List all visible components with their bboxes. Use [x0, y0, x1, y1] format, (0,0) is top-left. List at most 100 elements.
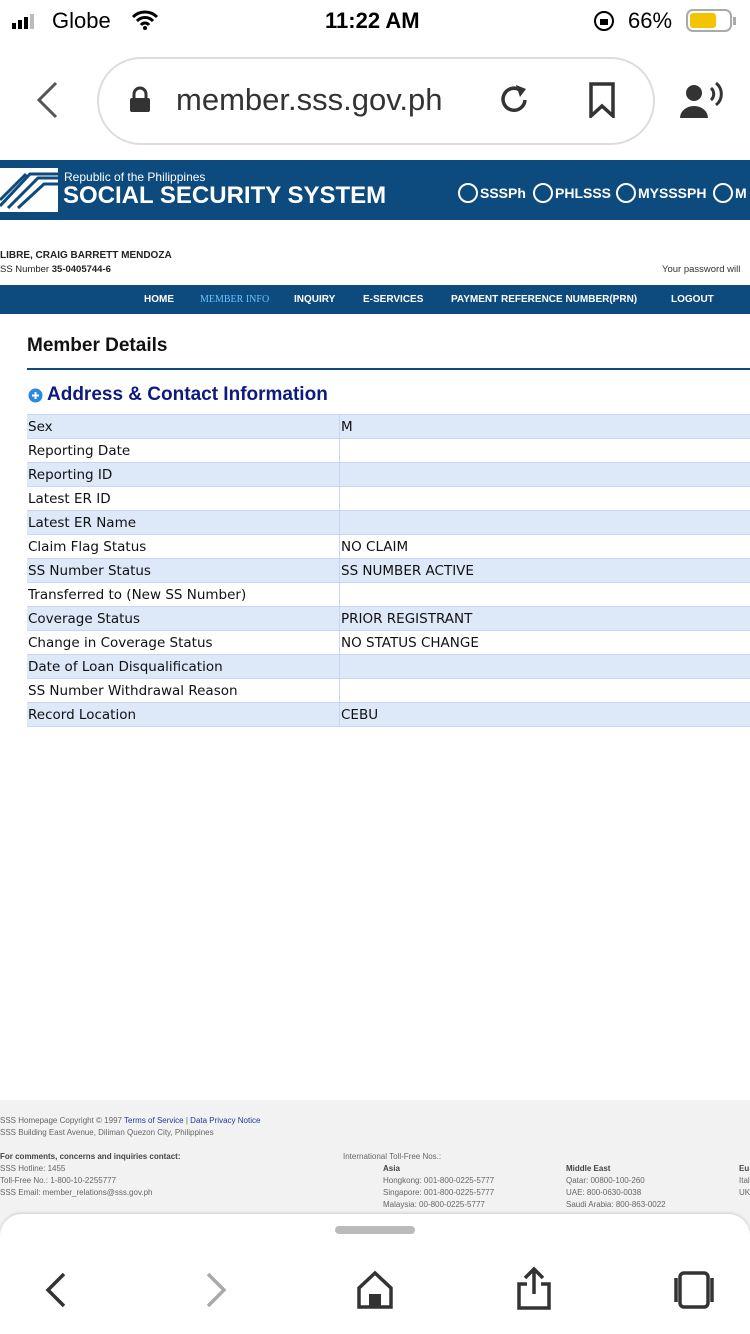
- url-bar[interactable]: [97, 57, 655, 145]
- intl-heading: International Toll-Free Nos.:: [343, 1152, 442, 1161]
- social-link[interactable]: SSSPh: [458, 183, 526, 203]
- social-name: MYSSSPH: [638, 185, 707, 201]
- field-label: Claim Flag Status: [28, 539, 147, 555]
- field-label: Record Location: [28, 707, 137, 723]
- social-name: M: [735, 185, 747, 201]
- social-name: PHLSSS: [555, 185, 612, 201]
- field-label: SS Number Withdrawal Reason: [28, 683, 238, 699]
- nav-item[interactable]: LOGOUT: [671, 294, 714, 305]
- region-line: Saudi Arabia: 800-863-0022: [566, 1200, 666, 1209]
- contact-line: SSS Hotline: 1455: [0, 1164, 66, 1173]
- reader-button[interactable]: [678, 80, 726, 125]
- page-title: Member Details: [27, 335, 168, 356]
- nav-item[interactable]: HOME: [144, 294, 174, 305]
- ss-number-line: SS Number 35-0405744-6: [0, 264, 111, 275]
- region-line: UK: [739, 1188, 750, 1197]
- cell-divider: [339, 559, 340, 583]
- wifi-icon: [130, 8, 160, 37]
- home-button[interactable]: [356, 1270, 394, 1315]
- region-line: Singapore: 001-800-0225-5777: [383, 1188, 495, 1197]
- member-name: LIBRE, CRAIG BARRETT MENDOZA: [0, 250, 172, 261]
- table-row: Change in Coverage Status NO STATUS CHANG…: [27, 631, 750, 655]
- back-button[interactable]: [34, 80, 60, 125]
- table-row: SS Number Status SS NUMBER ACTIVE: [27, 559, 750, 583]
- field-label: Latest ER Name: [28, 515, 137, 531]
- grabber[interactable]: [335, 1226, 415, 1234]
- field-label: Reporting ID: [28, 467, 113, 483]
- table-row: Reporting ID: [27, 463, 750, 487]
- nav-item[interactable]: PAYMENT REFERENCE NUMBER(PRN): [451, 294, 638, 305]
- battery-icon: [686, 8, 738, 39]
- field-label: Transferred to (New SS Number): [28, 587, 247, 603]
- table-top: [27, 414, 750, 415]
- copyright-line: SSS Homepage Copyright © 1997 Terms of S…: [0, 1116, 260, 1125]
- field-value: PRIOR REGISTRANT: [341, 611, 473, 627]
- table-row: Transferred to (New SS Number): [27, 583, 750, 607]
- lock-rotation: [592, 9, 616, 38]
- nav-item[interactable]: INQUIRY: [294, 294, 336, 305]
- field-label: Change in Coverage Status: [28, 635, 213, 651]
- header-republic: Republic of the Philippines: [64, 170, 206, 184]
- social-name: SSSPh: [480, 185, 526, 201]
- field-value: NO CLAIM: [341, 539, 409, 555]
- social-link[interactable]: M: [713, 183, 747, 203]
- table-row: Latest ER ID: [27, 487, 750, 511]
- nav-forward[interactable]: [204, 1272, 228, 1313]
- clock: 11:22 AM: [325, 8, 420, 33]
- link-separator: |: [185, 1116, 188, 1125]
- expand-icon[interactable]: [28, 388, 43, 408]
- contact-line: SSS Email: member_relations@sss.gov.ph: [0, 1188, 153, 1197]
- region-line: UAE: 800-0630-0038: [566, 1188, 642, 1197]
- bookmark-button[interactable]: [588, 82, 616, 123]
- region-name: Eu: [739, 1164, 750, 1173]
- table-row: Claim Flag Status NO CLAIM: [27, 535, 750, 559]
- social-link[interactable]: PHLSSS: [533, 183, 611, 203]
- table-row: Sex M: [27, 415, 750, 439]
- ss-label: SS Number: [0, 264, 50, 275]
- title-rule: [27, 368, 750, 370]
- header-title: SOCIAL SECURITY SYSTEM: [63, 182, 387, 209]
- field-label: Coverage Status: [28, 611, 140, 627]
- cell-divider: [339, 415, 340, 439]
- cell-divider: [339, 487, 340, 511]
- field-value: CEBU: [341, 707, 379, 723]
- cell-divider: [339, 679, 340, 703]
- cell-divider: [339, 631, 340, 655]
- url: member.sss.gov.ph: [176, 82, 443, 117]
- copyright: SSS Homepage Copyright © 1997: [0, 1116, 122, 1125]
- social-icon: [713, 183, 733, 203]
- share-button[interactable]: [516, 1266, 552, 1315]
- field-value: M: [341, 419, 353, 435]
- cell-divider: [339, 703, 340, 727]
- table-row: Coverage Status PRIOR REGISTRANT: [27, 607, 750, 631]
- carrier: Globe: [52, 8, 111, 33]
- social-link[interactable]: MYSSSPH: [616, 183, 706, 203]
- contact-line: Toll-Free No.: 1-800-10-2255777: [0, 1176, 117, 1185]
- reload-button[interactable]: [496, 82, 532, 123]
- social-icon: [458, 183, 478, 203]
- section-title[interactable]: Address & Contact Information: [47, 384, 328, 405]
- social-icon: [533, 183, 553, 203]
- table-row: Date of Loan Disqualification: [27, 655, 750, 679]
- cell-divider: [339, 535, 340, 559]
- nav-item[interactable]: E-SERVICES: [363, 294, 424, 305]
- battery-percent: 66%: [628, 8, 673, 33]
- tabs-button[interactable]: [672, 1270, 716, 1315]
- password-notice: Your password will: [662, 264, 741, 275]
- terms-link[interactable]: Terms of Service: [124, 1116, 184, 1125]
- contact-heading: For comments, concerns and inquiries con…: [0, 1152, 181, 1161]
- field-label: SS Number Status: [28, 563, 151, 579]
- cell-divider: [339, 655, 340, 679]
- field-value: SS NUMBER ACTIVE: [341, 563, 474, 579]
- table-row: Latest ER Name: [27, 511, 750, 535]
- nav-back[interactable]: [44, 1272, 68, 1313]
- field-label: Sex: [28, 419, 53, 435]
- table-row: SS Number Withdrawal Reason: [27, 679, 750, 703]
- social-icon: [616, 183, 636, 203]
- privacy-link[interactable]: Data Privacy Notice: [190, 1116, 261, 1125]
- region-name: Asia: [383, 1164, 400, 1173]
- nav-item[interactable]: MEMBER INFO: [200, 294, 270, 305]
- field-label: Latest ER ID: [28, 491, 111, 507]
- field-label: Date of Loan Disqualification: [28, 659, 223, 675]
